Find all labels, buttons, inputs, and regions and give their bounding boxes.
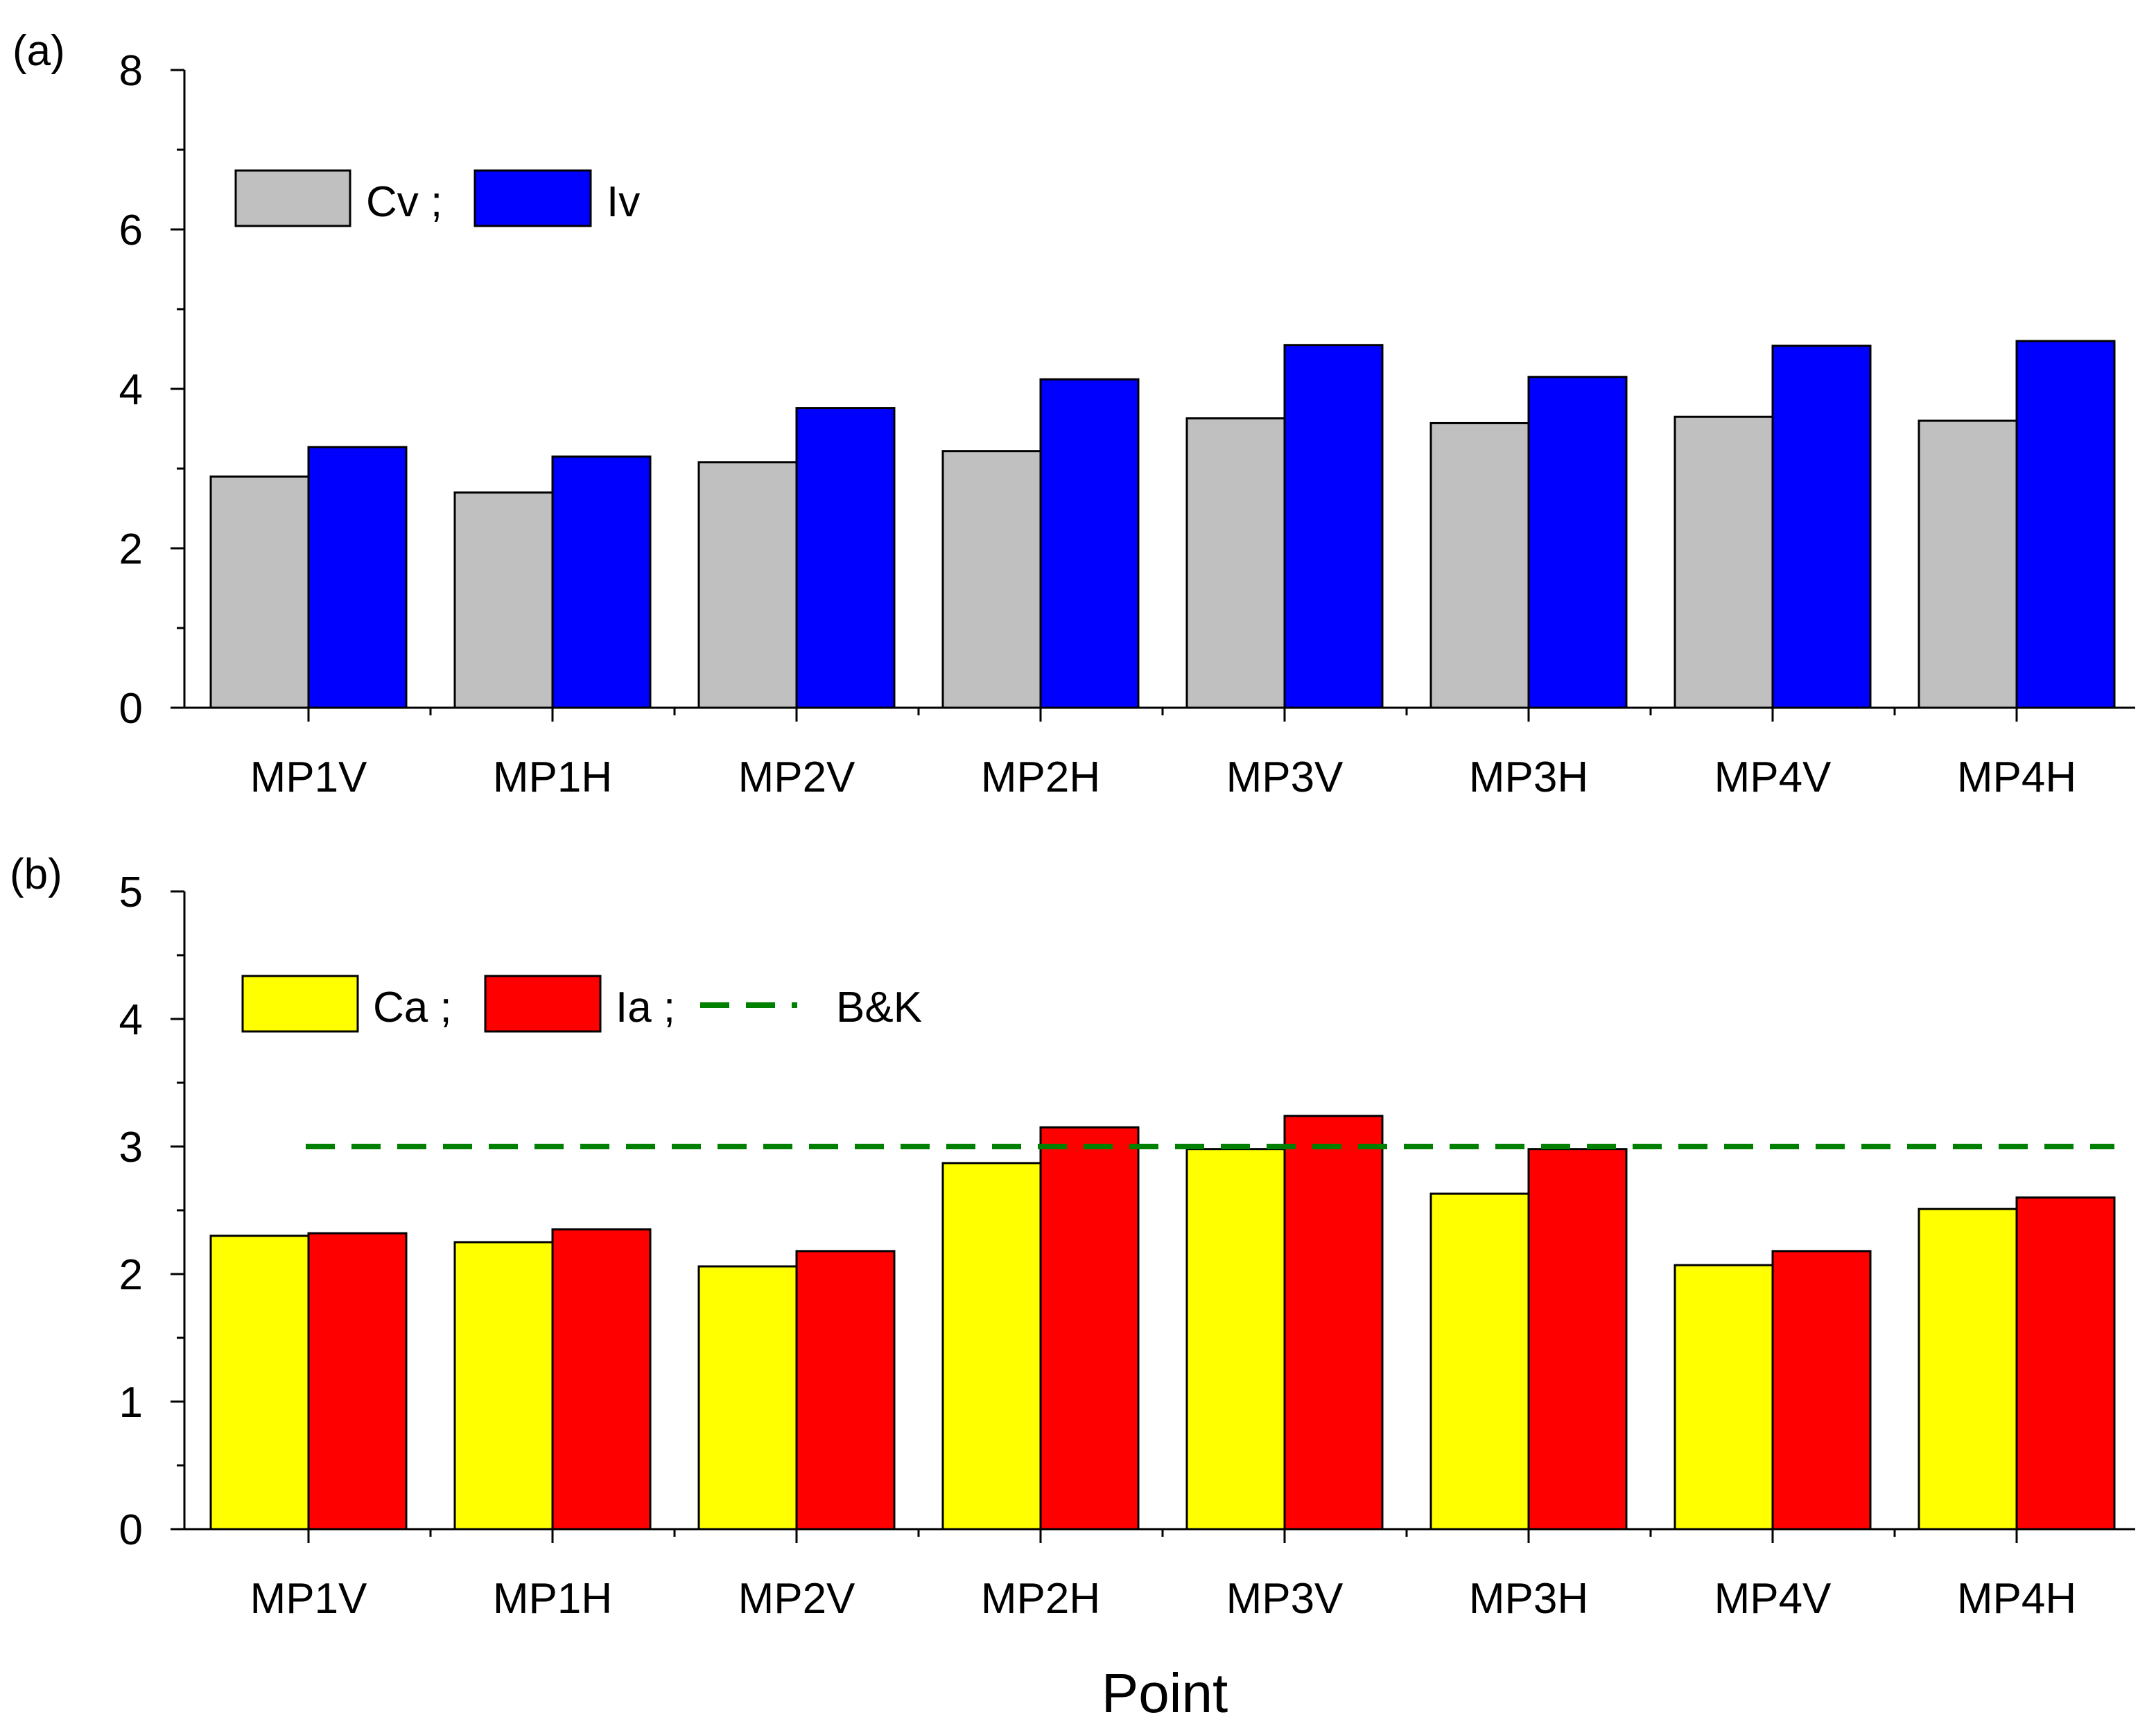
y-tick-label: 5 [119,869,143,916]
bar-ia [1283,1115,1384,1531]
bar-iv [307,446,408,709]
bar-ca [453,1241,554,1531]
panel-b-label: (b) [10,851,62,898]
panel-a-x-ticks: MP1V MP1H MP2V MP2H MP3V MP3H MP4V MP4H [250,708,2076,801]
bar-ca [941,1162,1042,1531]
x-tick-label: MP3H [1469,1575,1588,1623]
legend-swatch-ia [484,975,602,1033]
bar-ca [1185,1148,1286,1531]
x-tick-label: MP2V [738,1575,855,1623]
legend-label-ca: Ca ; [373,984,452,1031]
bar-ca [1429,1192,1530,1531]
y-tick-label: 3 [119,1124,143,1171]
bar-iv [1527,376,1628,709]
panel-a-label: (a) [12,27,65,75]
bar-ca [1918,1208,2018,1531]
x-tick-label: MP2H [981,753,1100,801]
bar-iv [1771,345,1872,709]
panel-b-legend: Ca ; Ia ; B&K [241,975,922,1033]
x-axis-title: Point [1102,1662,1228,1717]
bar-iv [2015,340,2116,709]
legend-label-cv: Cv ; [366,178,442,226]
legend-label-iv: Iv [607,178,640,226]
bar-ca [209,1235,310,1531]
panel-a-y-ticks: 0 2 4 6 8 [119,47,184,733]
legend-swatch-ca [241,975,359,1033]
panel-b-bars [209,1115,2116,1531]
x-tick-label: MP4H [1957,1575,2076,1623]
bar-ia [795,1250,896,1531]
panel-a-bars [209,340,2116,709]
bar-ia [1039,1126,1140,1531]
y-tick-label: 0 [119,1506,143,1554]
y-tick-label: 4 [119,366,143,414]
legend-swatch-iv [473,169,592,227]
y-tick-label: 8 [119,47,143,95]
bar-ia [307,1232,408,1531]
bar-iv [1283,344,1384,709]
y-tick-label: 4 [119,996,143,1044]
y-tick-label: 0 [119,685,143,733]
bar-cv [1185,417,1286,709]
x-tick-label: MP4V [1714,753,1832,801]
bar-ia [1771,1250,1872,1531]
x-tick-label: MP4H [1957,753,2076,801]
x-tick-label: MP1H [493,1575,612,1623]
legend-label-bk: B&K [836,984,922,1031]
x-tick-label: MP4V [1714,1575,1832,1623]
panel-b-x-ticks: MP1V MP1H MP2V MP2H MP3V MP3H MP4V MP4H [250,1529,2076,1623]
bar-ca [1673,1264,1774,1531]
bar-ca [697,1265,798,1531]
bar-iv [795,407,896,709]
x-tick-label: MP2H [981,1575,1100,1623]
x-tick-label: MP1H [493,753,612,801]
bar-cv [1429,421,1530,709]
x-tick-label: MP1V [250,1575,367,1623]
legend-label-ia: Ia ; [616,984,675,1031]
bar-cv [209,476,310,709]
x-tick-label: MP1V [250,753,367,801]
y-tick-label: 1 [119,1379,143,1427]
x-tick-label: MP3V [1226,1575,1344,1623]
bar-cv [1673,415,1774,709]
x-tick-label: MP3V [1226,753,1344,801]
y-tick-label: 2 [119,1251,143,1299]
y-tick-label: 2 [119,525,143,573]
x-tick-label: MP3H [1469,753,1588,801]
bar-iv [551,455,652,709]
bar-cv [941,450,1042,709]
bar-cv [453,491,554,709]
bar-iv [1039,378,1140,709]
x-tick-label: MP2V [738,753,855,801]
bar-ia [551,1228,652,1531]
y-tick-label: 6 [119,207,143,254]
bar-cv [1918,419,2018,709]
bar-ia [2015,1196,2116,1531]
bar-cv [697,461,798,709]
bar-ia [1527,1148,1628,1531]
panel-a-legend: Cv ; Iv [234,169,640,227]
panel-b-y-ticks: 0 1 2 3 4 5 [119,869,184,1554]
legend-swatch-cv [234,169,351,227]
